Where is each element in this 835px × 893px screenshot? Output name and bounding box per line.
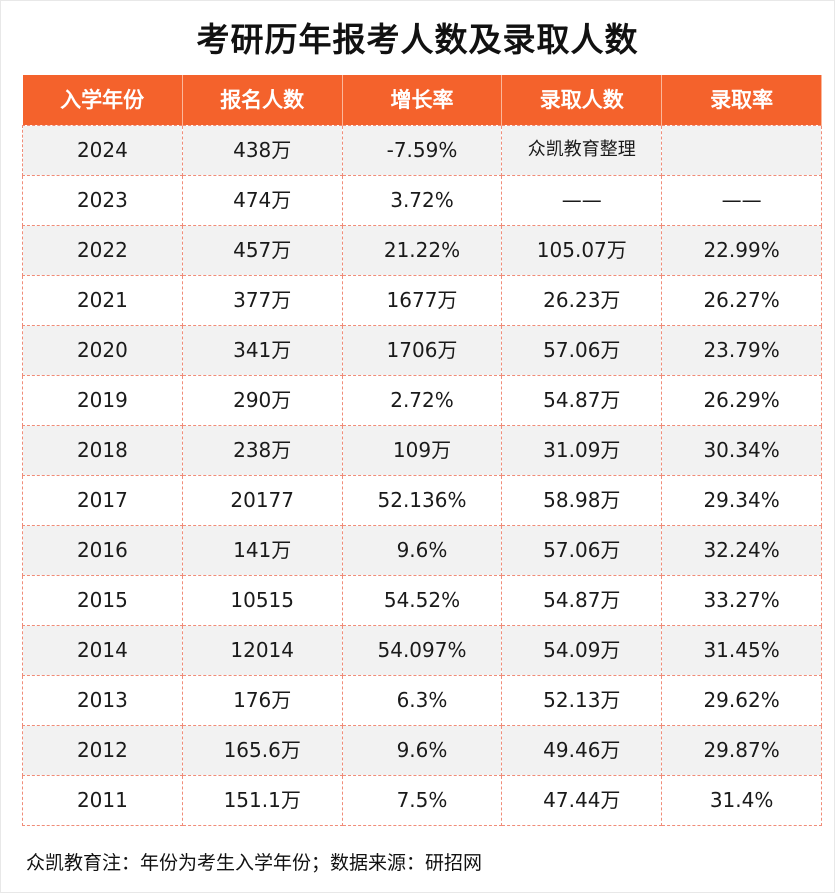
- applicants-cell: 12014: [181, 624, 343, 676]
- year-cell: 2023: [22, 174, 183, 226]
- admitted-cell: 54.87万: [501, 574, 663, 626]
- table-row: 2020 341万 1706万 57.06万 23.79%: [22, 324, 822, 376]
- growth-cell: 1677万: [341, 274, 503, 326]
- growth-cell: 9.6%: [341, 724, 503, 776]
- year-cell: 2018: [22, 424, 183, 476]
- table-row: 2019 290万 2.72% 54.87万 26.29%: [22, 374, 822, 426]
- applicants-cell: 165.6万: [181, 724, 343, 776]
- admitted-cell: 54.09万: [501, 624, 663, 676]
- rate-cell: 31.45%: [661, 624, 822, 676]
- table-row: 2017 20177 52.136% 58.98万 29.34%: [22, 474, 822, 526]
- growth-cell: 9.6%: [341, 524, 503, 576]
- admitted-cell: 52.13万: [501, 674, 663, 726]
- year-cell: 2024: [22, 124, 183, 176]
- table-row: 2015 10515 54.52% 54.87万 33.27%: [22, 574, 822, 626]
- admitted-cell: 57.06万: [501, 524, 663, 576]
- applicants-cell: 10515: [181, 574, 343, 626]
- rate-cell: 26.29%: [661, 374, 822, 426]
- rate-cell: ——: [661, 174, 822, 226]
- rate-cell: 32.24%: [661, 524, 822, 576]
- table-row: 2012 165.6万 9.6% 49.46万 29.87%: [22, 724, 822, 776]
- rate-cell: 30.34%: [661, 424, 822, 476]
- growth-cell: 54.52%: [341, 574, 503, 626]
- admitted-cell: 105.07万: [501, 224, 663, 276]
- rate-cell: 29.62%: [661, 674, 822, 726]
- year-cell: 2017: [22, 474, 183, 526]
- year-cell: 2020: [22, 324, 183, 376]
- year-cell: 2016: [22, 524, 183, 576]
- page-title: 考研历年报考人数及录取人数: [196, 20, 639, 59]
- rate-cell: 22.99%: [661, 224, 822, 276]
- table-row: 2022 457万 21.22% 105.07万 22.99%: [22, 224, 822, 276]
- year-cell: 2014: [22, 624, 183, 676]
- table-row: 2013 176万 6.3% 52.13万 29.62%: [22, 674, 822, 726]
- header-growth: 增长率: [342, 75, 503, 125]
- table-row: 2016 141万 9.6% 57.06万 32.24%: [22, 524, 822, 576]
- admitted-cell: 57.06万: [501, 324, 663, 376]
- rate-cell: 26.27%: [661, 274, 822, 326]
- data-table: 入学年份 报名人数 增长率 录取人数 录取率 2024 438万 -7.59% 众凯教…: [22, 75, 822, 826]
- table-row: 2011 151.1万 7.5% 47.44万 31.4%: [22, 774, 822, 826]
- growth-cell: 1706万: [341, 324, 503, 376]
- rate-cell: 33.27%: [661, 574, 822, 626]
- year-cell: 2022: [22, 224, 183, 276]
- growth-cell: 3.72%: [341, 174, 503, 226]
- growth-cell: 52.136%: [341, 474, 503, 526]
- year-cell: 2013: [22, 674, 183, 726]
- applicants-cell: 377万: [181, 274, 343, 326]
- admitted-cell: 31.09万: [501, 424, 663, 476]
- applicants-cell: 438万: [181, 124, 343, 176]
- admitted-cell: 54.87万: [501, 374, 663, 426]
- table-row: 2021 377万 1677万 26.23万 26.27%: [22, 274, 822, 326]
- applicants-cell: 176万: [181, 674, 343, 726]
- rate-cell: 29.34%: [661, 474, 822, 526]
- table-row: 2023 474万 3.72% —— ——: [22, 174, 822, 226]
- footer-note: 众凯教育注：年份为考生入学年份；数据来源：研招网: [26, 852, 483, 874]
- growth-cell: 7.5%: [341, 774, 503, 826]
- growth-cell: -7.59%: [341, 124, 503, 176]
- applicants-cell: 141万: [181, 524, 343, 576]
- applicants-cell: 238万: [181, 424, 343, 476]
- admitted-cell: 26.23万: [501, 274, 663, 326]
- table-row: 2014 12014 54.097% 54.09万 31.45%: [22, 624, 822, 676]
- header-admitted: 录取人数: [501, 75, 663, 125]
- year-cell: 2015: [22, 574, 183, 626]
- table-row: 2018 238万 109万 31.09万 30.34%: [22, 424, 822, 476]
- admitted-cell: ——: [501, 174, 663, 226]
- rate-cell: 31.4%: [661, 774, 822, 826]
- growth-cell: 54.097%: [341, 624, 503, 676]
- year-cell: 2012: [22, 724, 183, 776]
- growth-cell: 109万: [341, 424, 503, 476]
- year-cell: 2021: [22, 274, 183, 326]
- admitted-cell: 47.44万: [501, 774, 663, 826]
- growth-cell: 21.22%: [341, 224, 503, 276]
- growth-cell: 2.72%: [341, 374, 503, 426]
- year-cell: 2011: [22, 774, 183, 826]
- rate-cell: 29.87%: [661, 724, 822, 776]
- applicants-cell: 341万: [181, 324, 343, 376]
- header-rate: 录取率: [661, 75, 822, 125]
- rate-cell: 23.79%: [661, 324, 822, 376]
- header-year: 入学年份: [22, 75, 183, 125]
- applicants-cell: 151.1万: [181, 774, 343, 826]
- applicants-cell: 474万: [181, 174, 343, 226]
- header-applicants: 报名人数: [182, 75, 343, 125]
- applicants-cell: 457万: [181, 224, 343, 276]
- applicants-cell: 20177: [181, 474, 343, 526]
- rate-cell: [661, 124, 822, 176]
- year-cell: 2019: [22, 374, 183, 426]
- table-body: 2024 438万 -7.59% 众凯教育整理 2023 474万 3.72% —— —— 202…: [22, 124, 822, 826]
- table-row: 2024 438万 -7.59% 众凯教育整理: [22, 124, 822, 176]
- growth-cell: 6.3%: [341, 674, 503, 726]
- admitted-cell: 58.98万: [501, 474, 663, 526]
- admitted-cell: 49.46万: [501, 724, 663, 776]
- applicants-cell: 290万: [181, 374, 343, 426]
- admitted-cell: 众凯教育整理: [501, 124, 663, 176]
- header-row: 入学年份 报名人数 增长率 录取人数 录取率: [22, 75, 822, 125]
